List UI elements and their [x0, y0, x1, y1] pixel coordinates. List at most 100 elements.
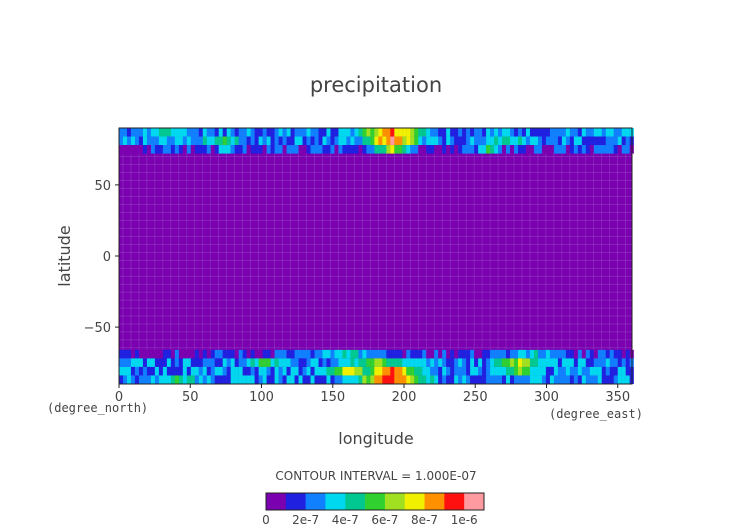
contour-cell	[374, 349, 379, 359]
contour-cell	[557, 128, 563, 137]
contour-cell	[286, 136, 291, 146]
contour-cell	[290, 375, 295, 384]
x-tick-label: 50	[182, 390, 199, 405]
x-tick-label: 200	[392, 390, 417, 405]
contour-cell	[402, 349, 407, 359]
contour-cell	[119, 349, 124, 359]
contour-cell	[502, 375, 507, 384]
contour-cell	[518, 358, 523, 367]
contour-cell	[510, 128, 515, 137]
contour-cell	[625, 136, 630, 146]
contour-cell	[573, 145, 578, 154]
contour-cell	[214, 349, 219, 359]
contour-cell	[374, 145, 379, 154]
contour-cell	[238, 366, 243, 376]
contour-cell	[593, 375, 598, 384]
contour-cell	[270, 358, 275, 367]
contour-cell	[230, 366, 235, 376]
contour-cell	[418, 366, 423, 376]
contour-cell	[537, 128, 543, 137]
contour-cell	[314, 349, 319, 359]
contour-cell	[346, 358, 351, 367]
contour-cell	[218, 145, 223, 154]
contour-cell	[230, 128, 235, 137]
contour-cell	[418, 358, 423, 367]
contour-cell	[366, 145, 371, 154]
contour-cell	[198, 349, 203, 359]
contour-cell	[166, 145, 172, 154]
contour-cell	[186, 128, 191, 137]
contour-cell	[154, 375, 160, 384]
contour-cell	[262, 128, 267, 137]
contour-cell	[545, 358, 551, 367]
contour-cell	[366, 375, 371, 384]
contour-cell	[338, 366, 343, 376]
contour-cell	[146, 375, 152, 384]
contour-cell	[541, 136, 547, 146]
contour-cell	[414, 375, 419, 384]
contour-cell	[162, 366, 168, 376]
contour-cell	[226, 349, 231, 359]
contour-cell	[370, 375, 375, 384]
contour-cell	[474, 375, 479, 384]
contour-cell	[186, 358, 191, 367]
contour-cell	[406, 358, 411, 367]
contour-cell	[482, 349, 487, 359]
colorbar-swatch	[325, 493, 346, 510]
colorbar-swatch	[424, 493, 445, 510]
contour-cell	[402, 375, 407, 384]
contour-cell	[206, 349, 211, 359]
contour-cell	[350, 375, 355, 384]
contour-cell	[557, 136, 563, 146]
contour-cell	[290, 145, 295, 154]
contour-cell	[474, 136, 479, 146]
contour-cell	[354, 128, 359, 137]
contour-cell	[378, 349, 383, 359]
contour-cell	[362, 375, 367, 384]
contour-cell	[617, 145, 622, 154]
contour-cell	[158, 375, 164, 384]
contour-cell	[222, 349, 227, 359]
contour-cell	[166, 349, 172, 359]
contour-cell	[374, 358, 379, 367]
contour-cell	[589, 375, 594, 384]
contour-cell	[414, 366, 419, 376]
contour-cell	[310, 375, 315, 384]
contour-cell	[601, 128, 606, 137]
contour-cell	[358, 349, 363, 359]
contour-cell	[119, 366, 124, 376]
contour-cell	[186, 375, 191, 384]
contour-cell	[430, 145, 435, 154]
contour-cell	[250, 366, 255, 376]
contour-cell	[214, 136, 219, 146]
contour-cell	[202, 145, 207, 154]
contour-cell	[506, 136, 511, 146]
contour-cell	[206, 375, 211, 384]
contour-cell	[541, 375, 547, 384]
contour-cell	[478, 145, 483, 154]
contour-cell	[529, 375, 535, 384]
contour-cell	[434, 128, 439, 137]
contour-cell	[613, 136, 618, 146]
contour-cell	[206, 358, 211, 367]
contour-cell	[414, 358, 419, 367]
contour-cell	[585, 349, 590, 359]
contour-cell	[518, 145, 523, 154]
contour-cell	[454, 145, 459, 154]
contour-cell	[318, 349, 323, 359]
contour-cell	[490, 136, 495, 146]
contour-cell	[230, 136, 235, 146]
contour-cell	[529, 349, 535, 359]
contour-cell	[366, 358, 371, 367]
contour-cell	[494, 366, 499, 376]
contour-cell	[190, 136, 195, 146]
contour-cell	[130, 128, 136, 137]
contour-cell	[410, 358, 415, 367]
contour-cell	[274, 145, 279, 154]
contour-cell	[434, 145, 439, 154]
contour-cell	[514, 375, 519, 384]
contour-cell	[270, 349, 275, 359]
contour-cell	[190, 358, 195, 367]
contour-cell	[422, 349, 427, 359]
